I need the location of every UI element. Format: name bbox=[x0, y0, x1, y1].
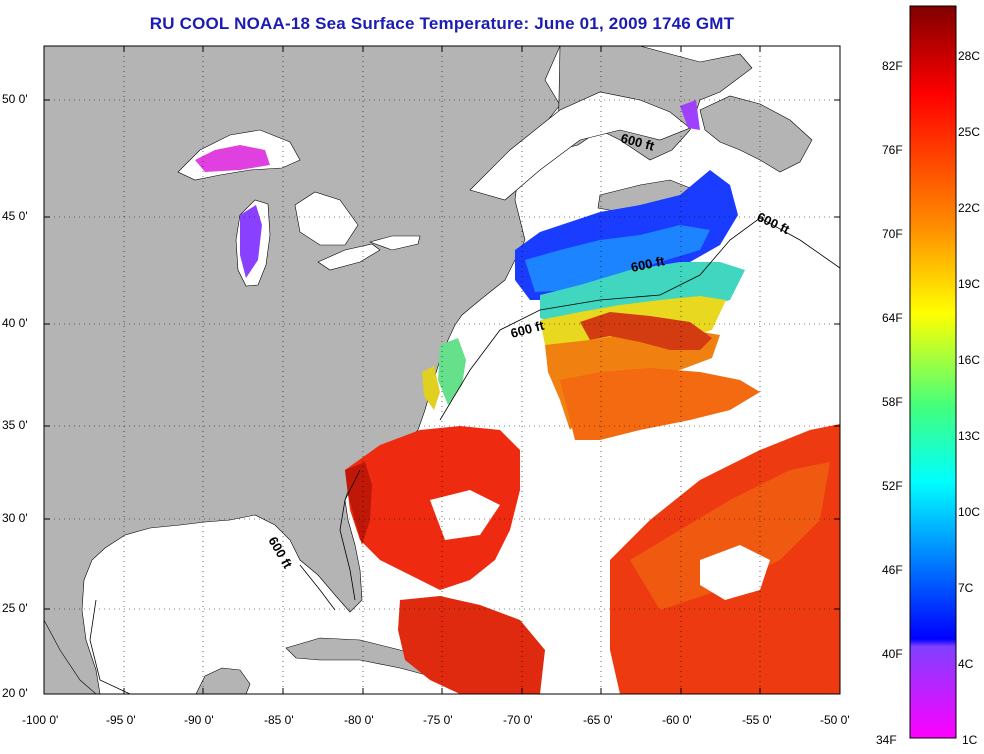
lat-tick-label: 40 0' bbox=[2, 316, 28, 330]
lat-tick-label: 35 0' bbox=[2, 418, 28, 432]
sst-red-gulfstream bbox=[345, 462, 372, 545]
sst-lake-michigan bbox=[240, 205, 262, 278]
colorbar-fahrenheit-label: 58F bbox=[882, 395, 903, 409]
land-yucatan bbox=[195, 667, 251, 694]
sst-warm-eddy bbox=[580, 312, 712, 350]
sst-orange-east bbox=[630, 462, 830, 610]
lon-tick-label: -85 0' bbox=[264, 713, 294, 727]
colorbar-fahrenheit-label: 52F bbox=[882, 479, 903, 493]
lon-tick-label: -65 0' bbox=[583, 713, 613, 727]
lon-tick-label: -55 0' bbox=[742, 713, 772, 727]
sst-gsl-patch bbox=[680, 100, 700, 130]
lake-erie bbox=[317, 243, 381, 271]
colorbar-celsius-label: 25C bbox=[958, 125, 981, 139]
land-mexico bbox=[44, 619, 97, 694]
colorbar-fahrenheit-label: 64F bbox=[882, 311, 903, 325]
lat-tick-label: 30 0' bbox=[2, 511, 28, 525]
sst-red-caribbean bbox=[398, 596, 545, 694]
lon-tick-label: -50 0' bbox=[820, 713, 850, 727]
map-title: RU COOL NOAA-18 Sea Surface Temperature:… bbox=[149, 14, 735, 33]
lake-ontario bbox=[369, 235, 421, 251]
lon-tick-label: -60 0' bbox=[662, 713, 692, 727]
sst-lake-superior bbox=[195, 145, 270, 172]
sst-chesapeake bbox=[422, 366, 440, 410]
colorbar-celsius-label: 7C bbox=[958, 581, 974, 595]
colorbar-fahrenheit-label: 70F bbox=[882, 227, 903, 241]
lon-tick-label: -80 0' bbox=[344, 713, 374, 727]
lat-tick-label: 20 0' bbox=[2, 686, 28, 700]
colorbar-fahrenheit-label: 34F bbox=[876, 733, 897, 747]
colorbar-celsius-label: 10C bbox=[958, 505, 981, 519]
cloud-gap bbox=[700, 545, 770, 600]
colorbar-fahrenheit-label: 76F bbox=[882, 143, 903, 157]
graticule bbox=[44, 46, 840, 694]
colorbar-celsius-label: 16C bbox=[958, 353, 981, 367]
sst-lightblue bbox=[525, 225, 710, 292]
lon-tick-label: -90 0' bbox=[184, 713, 214, 727]
colorbar-celsius-label: 22C bbox=[958, 201, 981, 215]
tick-marks bbox=[43, 46, 841, 694]
contour-600ft bbox=[89, 564, 336, 694]
colorbar-celsius-label: 4C bbox=[958, 657, 974, 671]
lake-huron bbox=[294, 191, 359, 246]
land-newfoundland bbox=[699, 95, 813, 173]
colorbar-celsius-label: 1C bbox=[962, 733, 978, 747]
contour-600ft bbox=[439, 217, 840, 421]
colorbar-celsius-label: 19C bbox=[958, 277, 981, 291]
colorbar-celsius-label: 13C bbox=[958, 429, 981, 443]
contour-600ft bbox=[339, 469, 361, 601]
lon-tick-label: -75 0' bbox=[423, 713, 453, 727]
colorbar bbox=[909, 5, 957, 739]
sst-red-sargasso bbox=[345, 426, 520, 590]
contour-label: 600 ft bbox=[630, 253, 667, 275]
lat-tick-label: 25 0' bbox=[2, 601, 28, 615]
land-north-america bbox=[44, 46, 561, 694]
colorbar-celsius-label: 28C bbox=[958, 49, 981, 63]
colorbar-fahrenheit-label: 82F bbox=[882, 59, 903, 73]
colorbar-fahrenheit-label: 40F bbox=[882, 647, 903, 661]
colorbar-fahrenheit-label: 46F bbox=[882, 563, 903, 577]
cloud-gap bbox=[430, 490, 500, 540]
lat-tick-label: 50 0' bbox=[2, 92, 28, 106]
lat-tick-label: 45 0' bbox=[2, 209, 28, 223]
lon-tick-label: -95 0' bbox=[106, 713, 136, 727]
lon-tick-label: -100 0' bbox=[22, 713, 59, 727]
lon-tick-label: -70 0' bbox=[503, 713, 533, 727]
sst-orange-offshore bbox=[560, 368, 760, 440]
